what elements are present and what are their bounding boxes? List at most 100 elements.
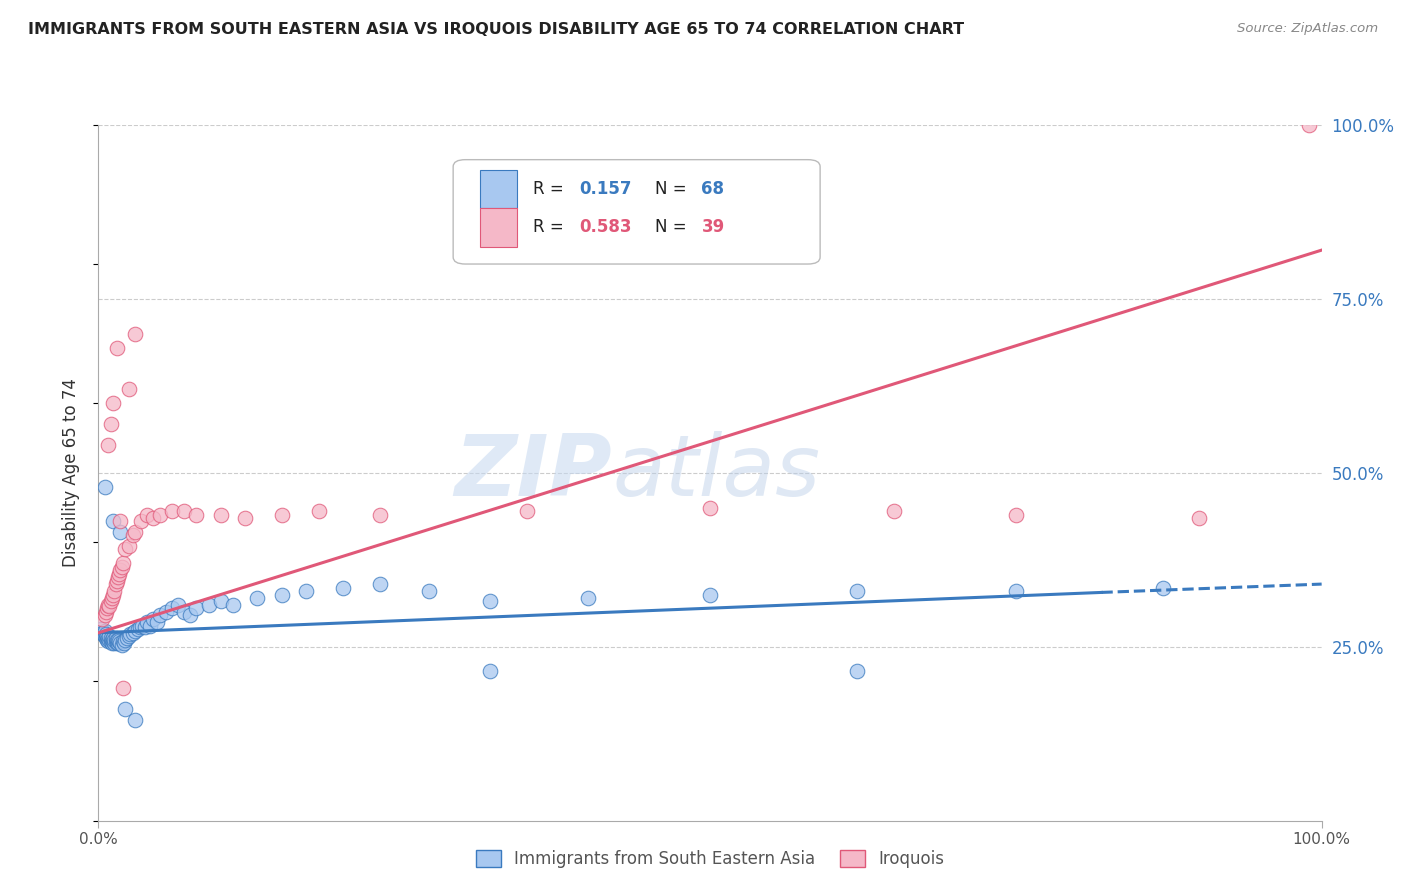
Text: N =: N = — [655, 180, 692, 198]
Point — [136, 615, 159, 630]
Point — [142, 511, 165, 525]
Point — [93, 624, 115, 639]
Point — [97, 634, 120, 648]
Point — [115, 632, 138, 646]
Point — [94, 632, 117, 646]
Point — [118, 539, 141, 553]
Point — [105, 636, 128, 650]
Point — [179, 608, 201, 623]
Point — [110, 563, 132, 577]
Point — [197, 598, 219, 612]
Text: R =: R = — [533, 180, 568, 198]
Point — [129, 515, 152, 529]
Point — [699, 500, 721, 515]
Point — [332, 581, 354, 595]
Point — [107, 636, 129, 650]
Point — [173, 605, 195, 619]
Point — [127, 623, 149, 637]
Point — [101, 591, 124, 605]
Point — [101, 636, 124, 650]
Point — [111, 559, 134, 574]
Point — [98, 632, 121, 647]
Bar — [479, 170, 517, 209]
Point — [104, 632, 127, 646]
Point — [90, 623, 112, 637]
Point — [246, 591, 269, 605]
Point — [100, 594, 122, 608]
Point — [699, 587, 721, 601]
Point — [98, 599, 121, 614]
Point — [160, 601, 183, 615]
Point — [114, 632, 136, 647]
Point — [96, 601, 118, 615]
Point — [368, 577, 391, 591]
Point — [1298, 118, 1320, 132]
Point — [110, 515, 132, 529]
Point — [308, 504, 330, 518]
Point — [160, 504, 183, 518]
Point — [104, 634, 127, 648]
Point — [222, 598, 245, 612]
Point — [100, 632, 122, 646]
Point — [121, 625, 143, 640]
Point — [209, 508, 232, 522]
FancyBboxPatch shape — [453, 160, 820, 264]
Point — [478, 664, 501, 678]
Point — [233, 511, 256, 525]
Point — [110, 636, 132, 650]
Point — [295, 584, 318, 599]
Point — [103, 636, 125, 650]
Text: 39: 39 — [702, 219, 724, 236]
Point — [478, 594, 501, 608]
Point — [124, 524, 146, 539]
Point — [93, 608, 115, 623]
Point — [139, 619, 162, 633]
Point — [134, 620, 156, 634]
Point — [91, 612, 114, 626]
Text: R =: R = — [533, 219, 568, 236]
Point — [576, 591, 599, 605]
Point — [110, 524, 132, 539]
Point — [1004, 584, 1026, 599]
Point — [1152, 581, 1174, 595]
Point — [149, 508, 172, 522]
Point — [149, 608, 172, 623]
Point — [105, 341, 128, 355]
Point — [515, 504, 537, 518]
Point — [100, 634, 122, 648]
Point — [131, 619, 153, 633]
Text: IMMIGRANTS FROM SOUTH EASTERN ASIA VS IROQUOIS DISABILITY AGE 65 TO 74 CORRELATI: IMMIGRANTS FROM SOUTH EASTERN ASIA VS IR… — [28, 22, 965, 37]
Text: 0.583: 0.583 — [579, 219, 631, 236]
Point — [94, 627, 117, 641]
Point — [101, 396, 124, 410]
Point — [186, 508, 208, 522]
Point — [124, 624, 146, 639]
Point — [94, 605, 117, 619]
Point — [97, 632, 120, 646]
Point — [173, 504, 195, 518]
Point — [93, 480, 115, 494]
Point — [111, 638, 134, 652]
Point — [101, 632, 124, 647]
Point — [108, 566, 131, 581]
Text: atlas: atlas — [612, 431, 820, 515]
Point — [103, 632, 125, 647]
Point — [96, 629, 118, 643]
Text: 68: 68 — [702, 180, 724, 198]
Point — [98, 629, 121, 643]
Point — [101, 634, 124, 648]
Point — [845, 664, 868, 678]
Point — [1004, 508, 1026, 522]
Point — [101, 587, 124, 601]
Point — [112, 636, 135, 650]
Point — [97, 438, 120, 452]
Y-axis label: Disability Age 65 to 74: Disability Age 65 to 74 — [62, 378, 80, 567]
Point — [129, 620, 152, 634]
Point — [107, 570, 129, 584]
Point — [186, 601, 208, 615]
Point — [270, 587, 294, 601]
Point — [97, 598, 120, 612]
Text: 0.157: 0.157 — [579, 180, 631, 198]
Point — [91, 625, 114, 640]
Point — [101, 632, 124, 646]
